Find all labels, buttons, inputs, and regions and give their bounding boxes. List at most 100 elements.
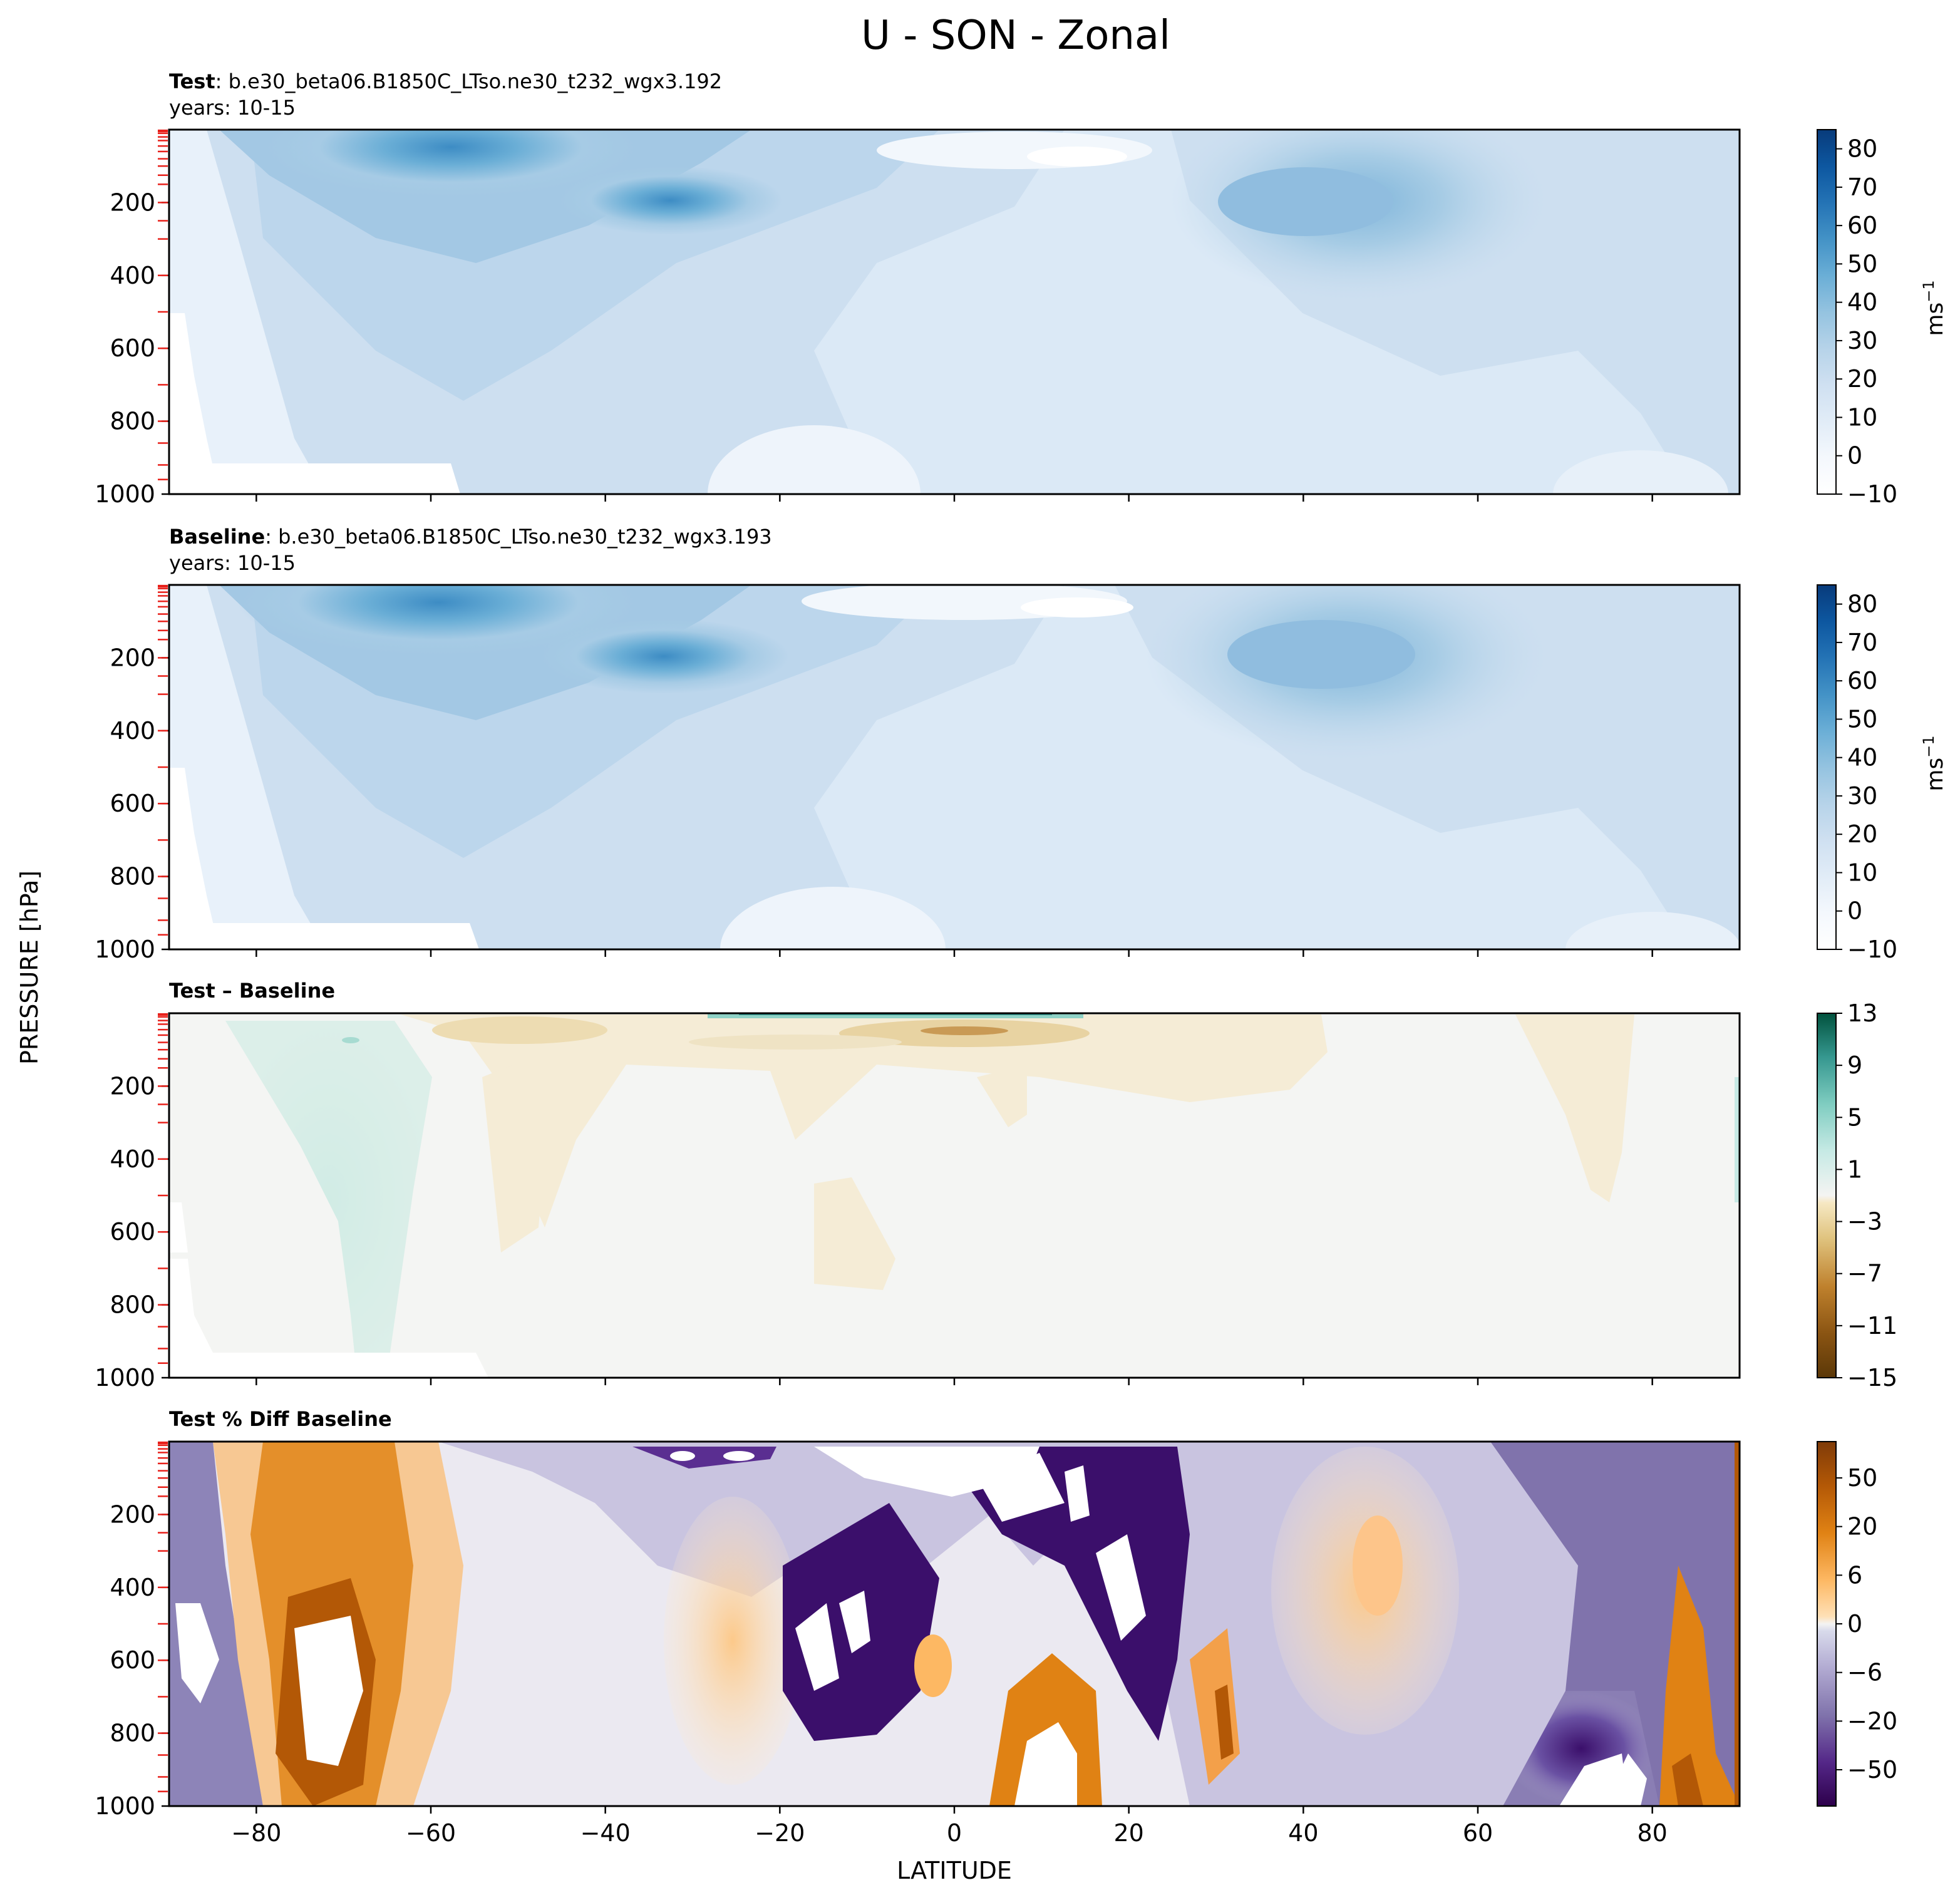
panel-pctdiff-colorbar bbox=[1817, 1441, 1837, 1807]
y-tick-label: 800 bbox=[110, 1720, 155, 1747]
axes-layer: 200400600800100080706050403020100−10ms−1… bbox=[95, 129, 1948, 1847]
y-tick-label: 1000 bbox=[95, 1364, 155, 1391]
colorbar-tick-label: 50 bbox=[1847, 705, 1877, 733]
panel-baseline-colorbar-units: ms−1 bbox=[1920, 735, 1948, 791]
colorbar-tick-label: 10 bbox=[1847, 859, 1877, 886]
x-axis-label: LATITUDE bbox=[897, 1857, 1012, 1884]
panel-test-colorbar-units: ms−1 bbox=[1920, 280, 1948, 336]
x-tick-label: 20 bbox=[1113, 1819, 1143, 1847]
panel-test-years: years: 10-15 bbox=[169, 96, 296, 120]
panel-test-jet-sh bbox=[557, 166, 783, 235]
y-tick-label: 400 bbox=[110, 1145, 155, 1173]
panel-test-heading-bold: Test bbox=[169, 70, 215, 93]
colorbar-tick-label: 40 bbox=[1847, 289, 1877, 316]
colorbar-tick-label: 70 bbox=[1847, 629, 1877, 656]
colorbar-tick-label: 20 bbox=[1847, 1513, 1877, 1541]
panel-baseline-jet-sh bbox=[539, 619, 789, 694]
x-tick-label: 40 bbox=[1288, 1819, 1318, 1847]
y-tick-label: 400 bbox=[110, 262, 155, 289]
panel-test-axes: 200 400 600 800 1000 80 70 60 50 40 30 20 10 0 −10 ms−1 bbox=[95, 129, 1948, 508]
panel-baseline-field bbox=[169, 585, 1740, 949]
colorbar-tick-label: 20 bbox=[1847, 820, 1877, 848]
y-tick-label: 600 bbox=[110, 334, 155, 362]
panel-baseline-heading: Baseline: b.e30_beta06.B1850C_LTso.ne30_… bbox=[169, 525, 772, 549]
y-tick-label: 600 bbox=[110, 790, 155, 817]
y-tick-label: 1000 bbox=[95, 936, 155, 963]
panel-test: Test: b.e30_beta06.B1850C_LTso.ne30_t232… bbox=[168, 70, 1741, 495]
y-tick-label: 600 bbox=[110, 1218, 155, 1246]
colorbar-tick-label: 0 bbox=[1847, 897, 1862, 925]
panel-diff-colorbar bbox=[1817, 1013, 1837, 1378]
y-tick-label: 400 bbox=[110, 1574, 155, 1601]
colorbar-tick-label: −15 bbox=[1847, 1364, 1897, 1391]
panel-test-field bbox=[169, 130, 1740, 494]
colorbar-tick-label: 30 bbox=[1847, 782, 1877, 810]
panel-pctdiff-field bbox=[169, 1442, 1740, 1806]
x-tick-label: 0 bbox=[947, 1819, 962, 1847]
panel-pctdiff-heading: Test % Diff Baseline bbox=[169, 1407, 392, 1431]
colorbar-tick-label: −7 bbox=[1847, 1260, 1882, 1288]
colorbar-tick-label: −6 bbox=[1847, 1659, 1882, 1686]
y-tick-label: 600 bbox=[110, 1646, 155, 1674]
y-tick-label: 800 bbox=[110, 1291, 155, 1319]
panel-pctdiff: Test % Diff Baseline bbox=[168, 1407, 1741, 1807]
colorbar-tick-label: 13 bbox=[1847, 999, 1877, 1027]
panel-diff-negative-region bbox=[401, 1015, 1328, 1227]
y-tick-label: 1000 bbox=[95, 1792, 155, 1820]
colorbar-tick-label: 50 bbox=[1847, 250, 1877, 277]
panel-diff-axes: 200 400 600 800 1000 13 9 5 1 −3 −7 −11 −15 bbox=[95, 999, 1897, 1391]
colorbar-tick-label: −20 bbox=[1847, 1707, 1897, 1735]
panel-test-jet-upper bbox=[263, 130, 639, 197]
panel-baseline-years: years: 10-15 bbox=[169, 551, 296, 575]
x-tick-label: −20 bbox=[755, 1819, 805, 1847]
figure-title: U - SON - Zonal bbox=[861, 13, 1170, 59]
colorbar-tick-label: 9 bbox=[1847, 1051, 1862, 1079]
colorbar-tick-label: 0 bbox=[1847, 442, 1862, 470]
panel-diff: Test – Baseline bbox=[168, 979, 1741, 1379]
colorbar-tick-label: 0 bbox=[1847, 1610, 1862, 1638]
colorbar-tick-label: 80 bbox=[1847, 591, 1877, 618]
colorbar-tick-label: 60 bbox=[1847, 667, 1877, 694]
colorbar-tick-label: −3 bbox=[1847, 1208, 1882, 1236]
y-tick-label: 200 bbox=[110, 1500, 155, 1528]
colorbar-tick-label: 10 bbox=[1847, 403, 1877, 431]
y-tick-label: 800 bbox=[110, 408, 155, 435]
colorbar-tick-label: 50 bbox=[1847, 1464, 1877, 1492]
x-tick-label: −80 bbox=[231, 1819, 281, 1847]
panel-test-heading: Test: b.e30_beta06.B1850C_LTso.ne30_t232… bbox=[169, 70, 722, 93]
colorbar-tick-label: −50 bbox=[1847, 1756, 1897, 1784]
panel-baseline: Baseline: b.e30_beta06.B1850C_LTso.ne30_… bbox=[168, 525, 1741, 951]
panel-baseline-axes: 200 400 600 800 1000 80 70 60 50 40 30 20 10 0 −10 ms−1 bbox=[95, 584, 1948, 963]
y-tick-label: 200 bbox=[110, 644, 155, 671]
y-tick-label: 400 bbox=[110, 717, 155, 745]
panel-test-colorbar bbox=[1817, 129, 1837, 495]
y-axis-label: PRESSURE [hPa] bbox=[16, 870, 43, 1065]
y-tick-label: 200 bbox=[110, 188, 155, 216]
colorbar-tick-label: −10 bbox=[1847, 480, 1897, 508]
colorbar-tick-label: 6 bbox=[1847, 1561, 1862, 1589]
panel-baseline-colorbar bbox=[1817, 584, 1837, 950]
x-tick-label: 60 bbox=[1463, 1819, 1493, 1847]
y-tick-label: 200 bbox=[110, 1072, 155, 1100]
colorbar-tick-label: 30 bbox=[1847, 327, 1877, 354]
y-tick-label: 1000 bbox=[95, 480, 155, 508]
panel-test-heading-text: : b.e30_beta06.B1850C_LTso.ne30_t232_wgx… bbox=[215, 70, 723, 93]
panel-baseline-heading-text: : b.e30_beta06.B1850C_LTso.ne30_t232_wgx… bbox=[265, 525, 772, 549]
colorbar-tick-label: 5 bbox=[1847, 1103, 1862, 1131]
colorbar-tick-label: 70 bbox=[1847, 173, 1877, 201]
panel-diff-heading: Test – Baseline bbox=[169, 979, 335, 1003]
x-tick-label: −40 bbox=[580, 1819, 631, 1847]
panel-baseline-jet-upper bbox=[238, 585, 639, 656]
x-tick-label: −60 bbox=[406, 1819, 456, 1847]
x-tick-label: 80 bbox=[1637, 1819, 1667, 1847]
panel-diff-field bbox=[169, 1013, 1740, 1378]
colorbar-tick-label: 1 bbox=[1847, 1155, 1862, 1183]
colorbar-tick-label: 80 bbox=[1847, 135, 1877, 163]
colorbar-tick-label: 60 bbox=[1847, 212, 1877, 239]
colorbar-tick-label: 20 bbox=[1847, 365, 1877, 393]
panel-baseline-heading-bold: Baseline bbox=[169, 525, 265, 549]
y-tick-label: 800 bbox=[110, 863, 155, 891]
colorbar-tick-label: −11 bbox=[1847, 1312, 1897, 1340]
